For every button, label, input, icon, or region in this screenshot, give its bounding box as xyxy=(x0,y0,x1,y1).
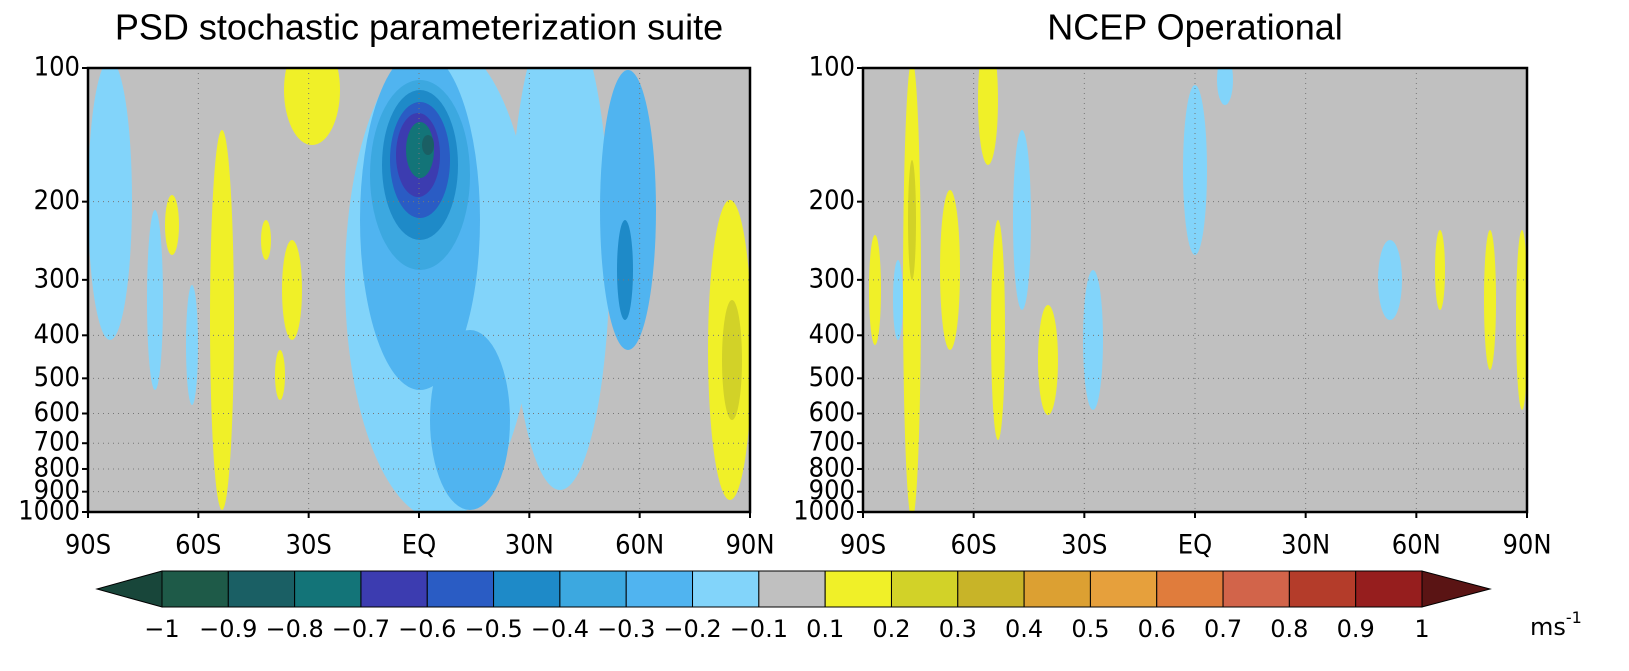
x-tick-label: 30N xyxy=(505,530,554,561)
y-tick-label: 600 xyxy=(809,397,855,428)
y-tick-label: 600 xyxy=(34,397,80,428)
x-tick-label: EQ xyxy=(1178,530,1212,561)
x-tick-label: 90N xyxy=(1502,530,1551,561)
colorbar-label: 0.3 xyxy=(939,615,977,643)
colorbar-label: 0.5 xyxy=(1071,615,1109,643)
colorbar-label: −0.2 xyxy=(663,615,721,643)
colorbar-box xyxy=(1355,570,1423,608)
colorbar-box xyxy=(1288,570,1357,608)
x-tick-label: 60N xyxy=(615,530,664,561)
y-tick-label: 700 xyxy=(809,427,855,458)
colorbar-extend-low xyxy=(95,570,163,608)
unit-text: ms xyxy=(1530,613,1566,641)
colorbar-box xyxy=(161,570,229,608)
x-tick-label: 30N xyxy=(1281,530,1330,561)
colorbar-box xyxy=(294,570,362,608)
x-tick-label: 90S xyxy=(840,530,886,561)
colorbar-box xyxy=(426,570,495,608)
colorbar-label: −0.3 xyxy=(597,615,655,643)
x-tick-label: 30S xyxy=(1061,530,1107,561)
y-tick-label: 1000 xyxy=(18,496,80,527)
x-tick-label: 90N xyxy=(725,530,774,561)
colorbar-unit: ms-1 xyxy=(1530,608,1582,642)
chart-title: PSD stochastic parameterization suite xyxy=(115,7,723,48)
unit-exponent: -1 xyxy=(1566,608,1582,627)
colorbar-label: 0.8 xyxy=(1270,615,1308,643)
y-tick-label: 1000 xyxy=(793,496,855,527)
colorbar-label: 0.6 xyxy=(1138,615,1176,643)
colorbar-box xyxy=(824,570,892,608)
chart-title: NCEP Operational xyxy=(1047,7,1343,48)
colorbar-label: −0.1 xyxy=(730,615,788,643)
colorbar-label: −0.6 xyxy=(398,615,456,643)
x-tick-label: 60N xyxy=(1392,530,1441,561)
plot-frame xyxy=(861,66,1529,514)
colorbar-box xyxy=(957,570,1025,608)
y-tick-label: 500 xyxy=(809,362,855,393)
colorbar-label: 0.9 xyxy=(1337,615,1375,643)
colorbar-label: −0.7 xyxy=(332,615,390,643)
y-tick-label: 400 xyxy=(809,319,855,350)
colorbar-box xyxy=(1222,570,1290,608)
y-tick-label: 100 xyxy=(809,52,855,83)
y-tick-label: 200 xyxy=(34,185,80,216)
colorbar-extend-high xyxy=(1421,570,1492,608)
colorbar-label: −0.8 xyxy=(265,615,323,643)
y-tick-label: 900 xyxy=(809,475,855,506)
colorbar-box xyxy=(1089,570,1158,608)
colorbar-label: 0.4 xyxy=(1005,615,1043,643)
colorbar-label: −1 xyxy=(144,615,179,643)
colorbar-label: −0.5 xyxy=(464,615,522,643)
x-tick-label: 60S xyxy=(951,530,997,561)
colorbar-label: 0.1 xyxy=(806,615,844,643)
x-tick-label: 60S xyxy=(175,530,221,561)
colorbar-box xyxy=(692,570,760,608)
colorbar-box xyxy=(758,570,826,608)
contour-field xyxy=(869,68,1527,512)
colorbar-box xyxy=(1156,570,1224,608)
colorbar-label: −0.9 xyxy=(199,615,257,643)
y-tick-label: 300 xyxy=(809,263,855,294)
colorbar-box xyxy=(360,570,428,608)
y-tick-label: 500 xyxy=(34,362,80,393)
colorbar-box xyxy=(493,570,561,608)
y-tick-label: 300 xyxy=(34,263,80,294)
y-tick-label: 400 xyxy=(34,319,80,350)
colorbar-box xyxy=(1023,570,1091,608)
colorbar-label: 0.7 xyxy=(1204,615,1242,643)
colorbar-box xyxy=(625,570,694,608)
colorbar-label: 0.2 xyxy=(872,615,910,643)
x-tick-label: EQ xyxy=(402,530,436,561)
colorbar-box xyxy=(890,570,959,608)
colorbar-label: −0.4 xyxy=(531,615,589,643)
colorbar-label: 1 xyxy=(1414,615,1429,643)
y-tick-label: 100 xyxy=(34,52,80,83)
colorbar-box xyxy=(227,570,296,608)
y-tick-label: 200 xyxy=(809,185,855,216)
x-tick-label: 90S xyxy=(65,530,111,561)
y-tick-label: 800 xyxy=(34,452,80,483)
y-tick-label: 700 xyxy=(34,427,80,458)
plot-frame xyxy=(86,66,752,514)
x-tick-label: 30S xyxy=(286,530,332,561)
colorbar-box xyxy=(559,570,627,608)
y-tick-label: 900 xyxy=(34,475,80,506)
y-tick-label: 800 xyxy=(809,452,855,483)
